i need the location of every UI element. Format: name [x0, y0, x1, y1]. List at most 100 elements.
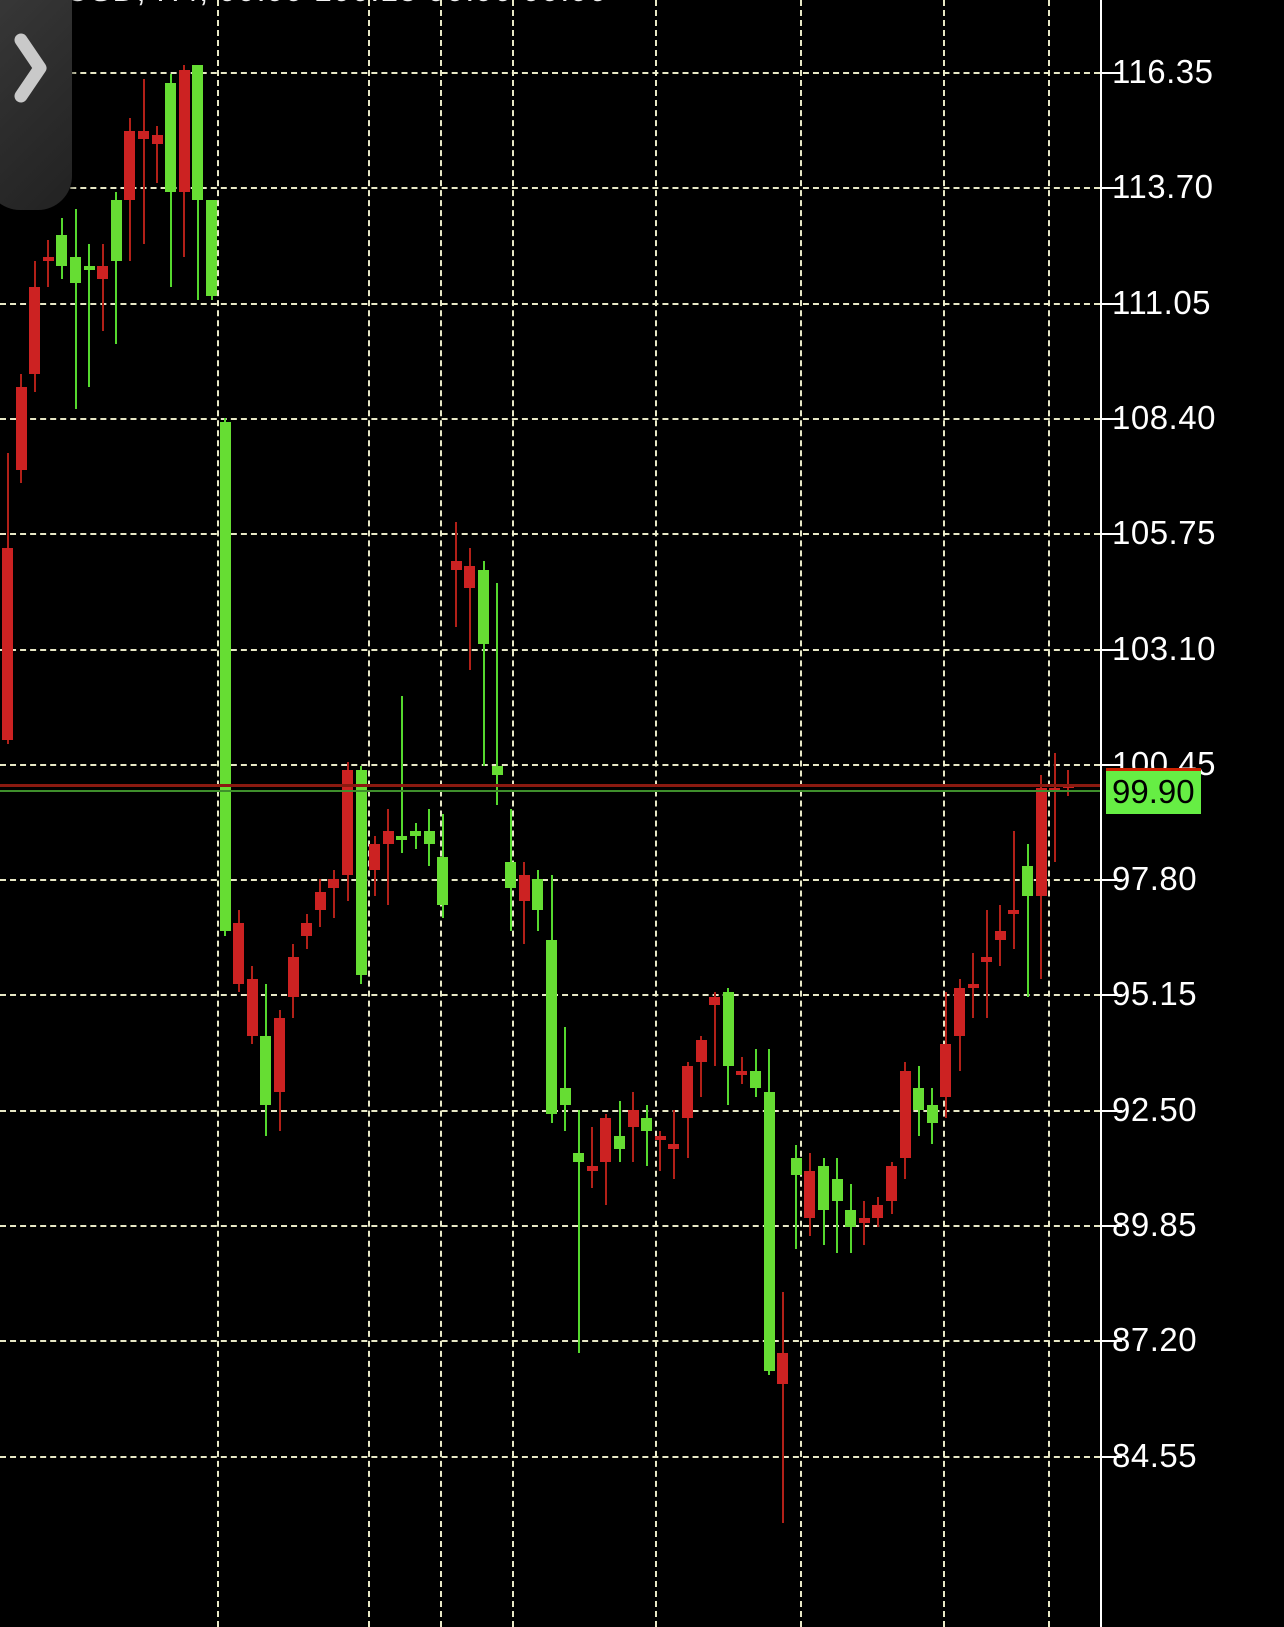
candlestick	[15, 374, 27, 484]
candlestick	[532, 870, 544, 932]
candle-body	[1035, 787, 1047, 897]
candle-body	[165, 82, 177, 192]
gridline-vertical	[440, 0, 442, 1627]
axis-vertical-line	[1100, 0, 1102, 1627]
candlestick	[695, 1035, 707, 1097]
candlestick	[586, 1127, 598, 1188]
gridline-horizontal	[0, 417, 1100, 420]
candle-body	[15, 387, 27, 471]
gridline-vertical	[368, 0, 370, 1627]
candle-wick	[1012, 831, 1015, 949]
candle-body	[410, 831, 421, 836]
candle-body	[777, 1353, 789, 1384]
candlestick	[1008, 831, 1020, 949]
candle-wick	[482, 561, 485, 766]
candle-body	[287, 957, 299, 997]
candle-body	[342, 770, 353, 875]
current-price-tag: 99.90	[1106, 767, 1201, 814]
price-axis-label: 92.50	[1112, 1090, 1198, 1128]
candle-body	[437, 857, 449, 906]
price-axis-label: 84.55	[1112, 1436, 1198, 1474]
candlestick	[382, 809, 394, 906]
candlestick	[722, 987, 734, 1106]
candlestick	[274, 1009, 285, 1132]
axis-tick	[1100, 1455, 1122, 1458]
candlestick	[246, 966, 258, 1045]
chart-plot-area[interactable]	[0, 0, 1100, 1627]
candle-body	[818, 1166, 829, 1210]
candle-body	[505, 861, 517, 888]
candle-body	[260, 1035, 272, 1106]
candle-wick	[523, 861, 526, 945]
candle-body	[899, 1070, 911, 1158]
candlestick	[967, 953, 979, 1019]
candlestick	[1022, 844, 1033, 997]
candle-body	[532, 879, 544, 910]
candle-body	[2, 548, 13, 740]
gridline-vertical	[1048, 0, 1050, 1627]
candlestick	[858, 1201, 870, 1245]
candle-body	[695, 1040, 707, 1062]
candle-body	[314, 892, 326, 910]
candlestick	[29, 261, 41, 392]
candlestick	[818, 1157, 829, 1245]
candlestick	[369, 835, 381, 897]
candle-wick	[577, 1109, 580, 1354]
candle-body	[654, 1135, 666, 1141]
candle-body	[1022, 866, 1033, 897]
candlestick	[872, 1196, 884, 1228]
axis-tick	[1100, 1225, 1122, 1227]
price-axis-label: 103.10	[1112, 629, 1216, 667]
candle-wick	[400, 696, 403, 853]
candlestick	[899, 1061, 911, 1180]
candlestick	[926, 1087, 938, 1145]
candle-wick	[618, 1100, 621, 1162]
candle-wick	[115, 191, 118, 344]
gridline-horizontal	[0, 1455, 1100, 1458]
price-axis-label: 105.75	[1112, 514, 1216, 552]
sidebar-expand-handle[interactable]	[0, 0, 72, 210]
candle-body	[274, 1018, 285, 1093]
price-axis-label: 95.15	[1112, 975, 1198, 1013]
price-axis[interactable]: 116.35 113.70 111.05 108.40 105.75 103.10 100.…	[1100, 0, 1284, 1627]
candlestick	[790, 1144, 802, 1249]
candle-body	[1008, 909, 1020, 914]
candlestick	[165, 74, 177, 288]
gridline-vertical	[512, 0, 514, 1627]
ask-price-line	[0, 789, 1284, 792]
candle-body	[382, 831, 394, 845]
candle-body	[491, 765, 503, 775]
candle-body	[29, 287, 41, 375]
gridline-horizontal	[0, 72, 1100, 74]
price-axis-label: 116.35	[1112, 53, 1214, 90]
candle-wick	[795, 1144, 798, 1249]
candlestick	[1035, 774, 1047, 980]
candle-wick	[591, 1127, 594, 1188]
candle-body	[627, 1109, 639, 1128]
price-axis-label: 89.85	[1112, 1206, 1198, 1243]
chevron-right-icon	[14, 33, 47, 103]
candle-wick	[985, 909, 988, 1019]
candlestick	[192, 65, 204, 301]
candlestick	[491, 583, 503, 806]
candlestick	[641, 1105, 653, 1167]
candlestick	[559, 1027, 571, 1132]
candlestick	[736, 1057, 748, 1084]
candle-body	[722, 992, 734, 1067]
axis-tick	[1100, 417, 1122, 420]
candle-body	[151, 135, 163, 144]
candle-body	[559, 1087, 571, 1106]
candle-body	[954, 987, 965, 1036]
candle-wick	[1026, 844, 1029, 997]
gridline-vertical	[800, 0, 802, 1627]
candle-wick	[468, 548, 471, 671]
candlestick	[614, 1100, 625, 1162]
candle-body	[178, 69, 190, 192]
candlestick	[151, 126, 163, 183]
candlestick	[763, 1048, 775, 1376]
candle-body	[355, 770, 367, 975]
candlestick	[709, 992, 721, 1067]
candle-wick	[1067, 770, 1070, 797]
candlestick	[831, 1157, 843, 1254]
